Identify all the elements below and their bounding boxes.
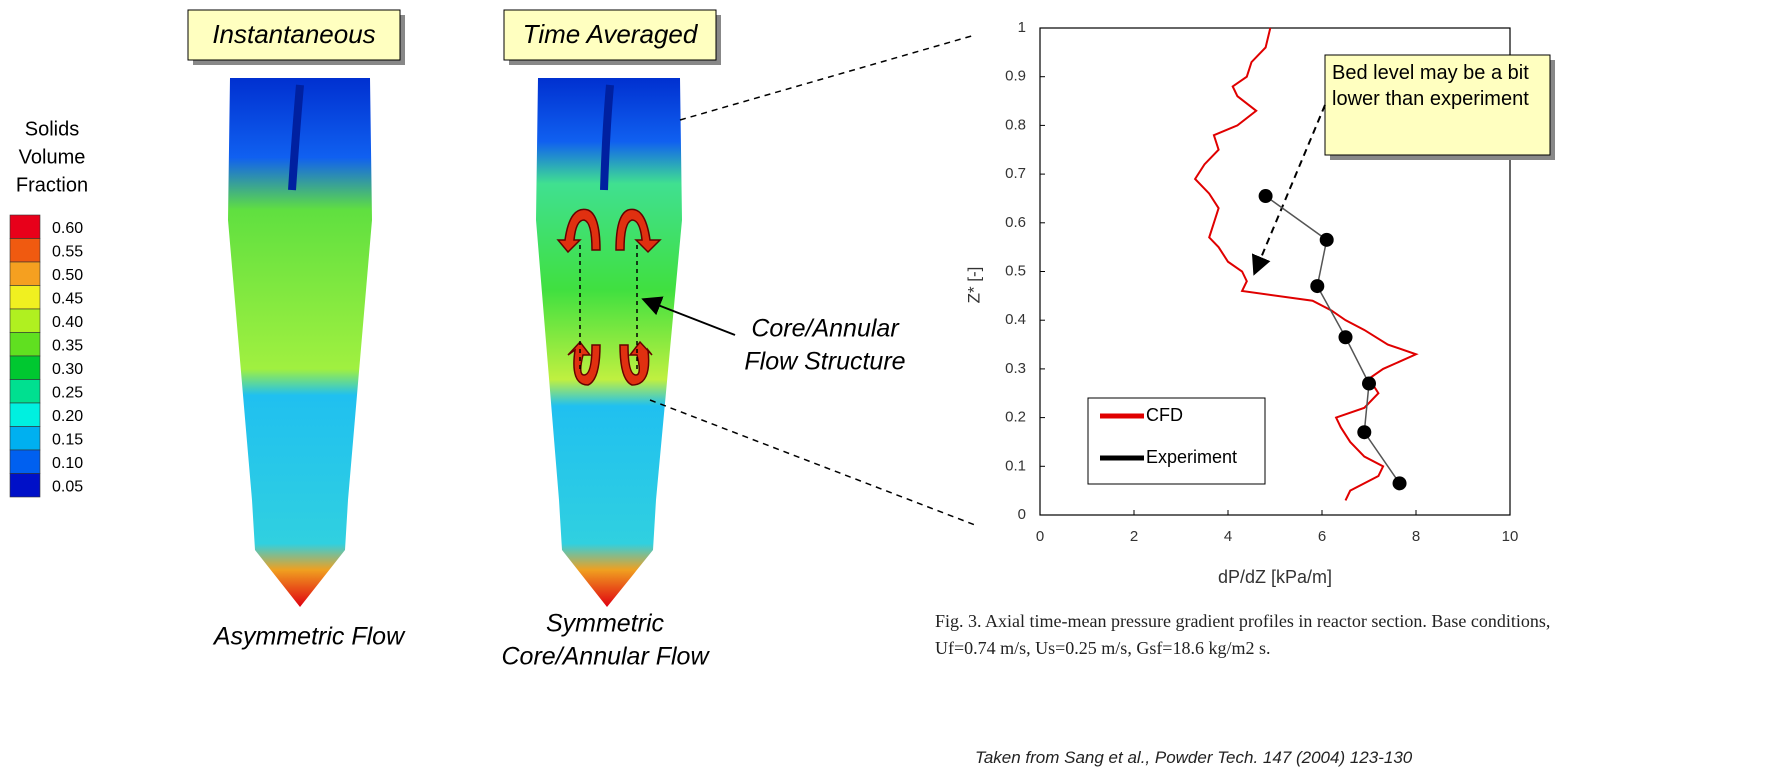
x-tick-label: 6 — [1318, 528, 1326, 545]
experiment-point — [1339, 330, 1353, 344]
note-text: Bed level may be a bit lower than experi… — [1332, 60, 1547, 112]
colorbar-label: 0.25 — [52, 385, 83, 402]
x-tick-label: 8 — [1412, 528, 1420, 545]
legend-label: Experiment — [1146, 447, 1237, 467]
colorbar-swatch — [10, 380, 40, 404]
y-tick-label: 0.7 — [1005, 165, 1026, 182]
colorbar-label: 0.20 — [52, 408, 83, 425]
zoom-line — [680, 35, 975, 120]
colorbar-swatch — [10, 450, 40, 474]
panel-caption: Symmetric — [546, 610, 665, 638]
source: Taken from Sang et al., Powder Tech. 147… — [975, 748, 1412, 767]
y-tick-label: 0.5 — [1005, 262, 1026, 279]
y-tick-label: 0.3 — [1005, 360, 1026, 377]
colorbar-swatch — [10, 356, 40, 380]
y-tick-label: 0.9 — [1005, 68, 1026, 85]
y-tick-label: 0.6 — [1005, 214, 1026, 231]
y-tick-label: 0.4 — [1005, 311, 1026, 328]
colorbar-label: 0.60 — [52, 220, 83, 237]
figure-caption: Fig. 3. Axial time-mean pressure gradien… — [935, 608, 1575, 662]
flow-annotation: Core/Annular — [751, 315, 900, 343]
x-tick-label: 4 — [1224, 528, 1232, 545]
legend-label: CFD — [1146, 405, 1183, 425]
experiment-point — [1320, 233, 1334, 247]
colorbar-label: 0.50 — [52, 267, 83, 284]
slide: Core/Annular Flow Structure dP/dZ [kPa/m… — [0, 0, 1787, 767]
x-tick-label: 2 — [1130, 528, 1138, 545]
y-axis-label: Z* [-] — [964, 267, 983, 304]
note: Bed level may be a bit lower than experi… — [1332, 60, 1547, 152]
colorbar-title: Volume — [19, 146, 86, 168]
colorbar-label: 0.40 — [52, 314, 83, 331]
experiment-point — [1393, 476, 1407, 490]
reactor-instantaneous — [228, 78, 372, 607]
colorbar-swatch — [10, 262, 40, 286]
x-tick-label: 0 — [1036, 528, 1044, 545]
colorbar-label: 0.05 — [52, 479, 83, 496]
experiment-point — [1310, 279, 1324, 293]
panel-title: Instantaneous — [212, 19, 375, 49]
flow-annotation: Flow Structure — [744, 348, 905, 376]
x-axis-label: dP/dZ [kPa/m] — [1218, 567, 1332, 587]
panel-caption: Asymmetric Flow — [212, 623, 406, 651]
y-tick-label: 1 — [1018, 19, 1026, 36]
colorbar-title: Fraction — [16, 174, 88, 196]
panel-title: Time Averaged — [523, 19, 699, 49]
y-tick-label: 0 — [1018, 506, 1026, 523]
colorbar-swatch — [10, 239, 40, 263]
colorbar-swatch — [10, 286, 40, 310]
colorbar-swatch — [10, 474, 40, 498]
y-tick-label: 0.2 — [1005, 409, 1026, 426]
x-tick-label: 10 — [1502, 528, 1519, 545]
colorbar-title: Solids — [25, 118, 79, 140]
colorbar-label: 0.55 — [52, 244, 83, 261]
colorbar-swatch — [10, 427, 40, 451]
colorbar-label: 0.15 — [52, 432, 83, 449]
colorbar-swatch — [10, 333, 40, 357]
colorbar-label: 0.45 — [52, 291, 83, 308]
colorbar-label: 0.35 — [52, 338, 83, 355]
y-tick-label: 0.8 — [1005, 116, 1026, 133]
experiment-point — [1362, 377, 1376, 391]
colorbar-swatch — [10, 403, 40, 427]
y-tick-label: 0.1 — [1005, 457, 1026, 474]
colorbar-label: 0.30 — [52, 361, 83, 378]
experiment-point — [1259, 189, 1273, 203]
colorbar-swatch — [10, 215, 40, 239]
experiment-point — [1357, 425, 1371, 439]
colorbar-label: 0.10 — [52, 455, 83, 472]
panel-caption: Core/Annular Flow — [501, 643, 710, 671]
colorbar-swatch — [10, 309, 40, 333]
zoom-line — [650, 400, 975, 525]
